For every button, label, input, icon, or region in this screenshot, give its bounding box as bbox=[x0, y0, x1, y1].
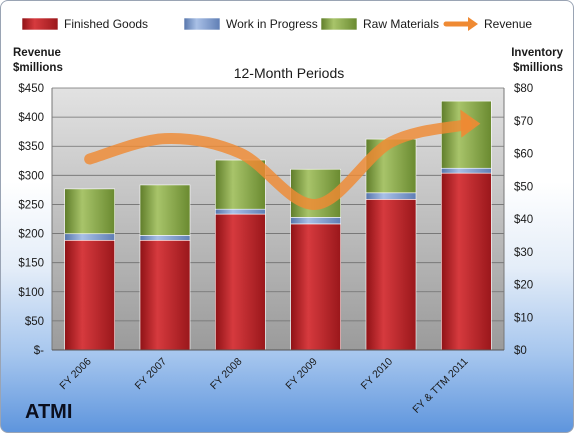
chart-title: 12-Month Periods bbox=[234, 65, 345, 81]
legend-swatch bbox=[21, 17, 59, 31]
left-axis-tick-label: $450 bbox=[18, 83, 44, 95]
right-axis-tick-label: $70 bbox=[514, 116, 533, 128]
legend-swatch bbox=[183, 17, 221, 31]
company-name: ATMI bbox=[25, 401, 73, 423]
left-axis-tick-label: $300 bbox=[18, 170, 44, 182]
bar-finished-goods bbox=[215, 213, 266, 351]
left-axis-label-line2: $millions bbox=[13, 62, 63, 74]
bar-work-in-progress bbox=[64, 233, 115, 241]
left-axis-tick-label: $350 bbox=[18, 141, 44, 153]
bar-work-in-progress bbox=[215, 208, 266, 215]
revenue-arrowhead bbox=[460, 109, 481, 138]
right-axis-tick-label: $80 bbox=[514, 83, 533, 95]
left-axis-tick-label: $100 bbox=[18, 287, 44, 299]
legend-label: Revenue bbox=[484, 17, 532, 31]
bar-finished-goods bbox=[365, 199, 417, 351]
left-axis-tick-label: $200 bbox=[18, 229, 44, 241]
x-axis-tick-label: FY 2008 bbox=[208, 356, 245, 393]
bar-raw-materials bbox=[64, 188, 115, 235]
left-axis-tick-label: $- bbox=[34, 345, 44, 357]
right-axis-tick-label: $50 bbox=[514, 181, 533, 193]
legend-label: Raw Materials bbox=[363, 17, 439, 31]
revenue-line bbox=[84, 119, 472, 210]
bar-raw-materials bbox=[139, 184, 191, 236]
right-axis-label-line1: Inventory bbox=[511, 47, 563, 59]
left-axis-tick-label: $150 bbox=[18, 258, 44, 270]
x-axis-tick-label: FY 2006 bbox=[57, 356, 94, 393]
bar-finished-goods bbox=[290, 223, 341, 351]
right-axis-tick-label: $10 bbox=[514, 312, 533, 324]
right-axis-tick-label: $40 bbox=[514, 214, 533, 226]
right-axis-tick-label: $30 bbox=[514, 247, 533, 259]
x-axis-tick-label: FY 2007 bbox=[133, 356, 170, 393]
right-axis-label-line2: $millions bbox=[513, 62, 563, 74]
left-axis-tick-label: $50 bbox=[25, 316, 44, 328]
right-axis-tick-label: $60 bbox=[514, 149, 533, 161]
legend-swatch bbox=[320, 17, 358, 31]
bar-work-in-progress bbox=[365, 192, 417, 200]
legend-label: Work in Progress bbox=[226, 17, 318, 31]
bar-finished-goods bbox=[441, 172, 492, 351]
bar-raw-materials bbox=[441, 100, 492, 169]
x-axis-tick-label: FY 2010 bbox=[359, 356, 396, 393]
bar-work-in-progress bbox=[290, 217, 341, 225]
bar-work-in-progress bbox=[139, 235, 191, 241]
left-axis-tick-label: $400 bbox=[18, 112, 44, 124]
bar-finished-goods bbox=[64, 239, 115, 351]
right-axis-tick-label: $20 bbox=[514, 280, 533, 292]
x-axis-tick-label: FY 2009 bbox=[283, 356, 320, 393]
left-axis-label-line1: Revenue bbox=[13, 47, 61, 59]
bar-work-in-progress bbox=[441, 167, 492, 174]
x-axis-tick-label: FY & TTM 2011 bbox=[410, 356, 470, 416]
right-axis-tick-label: $0 bbox=[514, 345, 527, 357]
legend-arrowhead bbox=[468, 17, 478, 31]
bar-finished-goods bbox=[139, 239, 191, 351]
left-axis-tick-label: $250 bbox=[18, 199, 44, 211]
legend-label: Finished Goods bbox=[64, 17, 148, 31]
